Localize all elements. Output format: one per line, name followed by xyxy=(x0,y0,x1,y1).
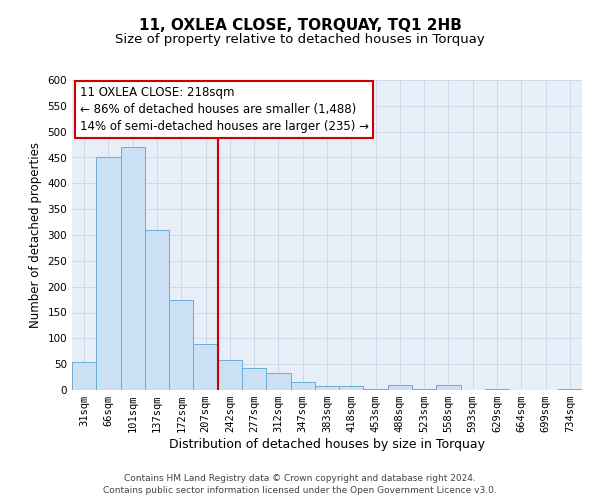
Bar xyxy=(364,389,388,390)
Bar xyxy=(315,386,339,390)
Bar xyxy=(412,389,436,390)
Bar xyxy=(193,344,218,390)
Bar xyxy=(242,368,266,390)
Bar xyxy=(218,360,242,390)
Bar xyxy=(388,386,412,390)
Bar xyxy=(169,300,193,390)
Y-axis label: Number of detached properties: Number of detached properties xyxy=(29,142,42,328)
Bar xyxy=(436,386,461,390)
Bar xyxy=(96,158,121,390)
Bar xyxy=(290,382,315,390)
Bar xyxy=(558,389,582,390)
Text: 11 OXLEA CLOSE: 218sqm
← 86% of detached houses are smaller (1,488)
14% of semi-: 11 OXLEA CLOSE: 218sqm ← 86% of detached… xyxy=(80,86,368,133)
Bar xyxy=(266,374,290,390)
Bar xyxy=(72,362,96,390)
Text: 11, OXLEA CLOSE, TORQUAY, TQ1 2HB: 11, OXLEA CLOSE, TORQUAY, TQ1 2HB xyxy=(139,18,461,32)
Bar xyxy=(121,147,145,390)
Text: Size of property relative to detached houses in Torquay: Size of property relative to detached ho… xyxy=(115,32,485,46)
Text: Contains HM Land Registry data © Crown copyright and database right 2024.
Contai: Contains HM Land Registry data © Crown c… xyxy=(103,474,497,495)
Bar xyxy=(485,389,509,390)
X-axis label: Distribution of detached houses by size in Torquay: Distribution of detached houses by size … xyxy=(169,438,485,451)
Bar xyxy=(339,386,364,390)
Bar xyxy=(145,230,169,390)
